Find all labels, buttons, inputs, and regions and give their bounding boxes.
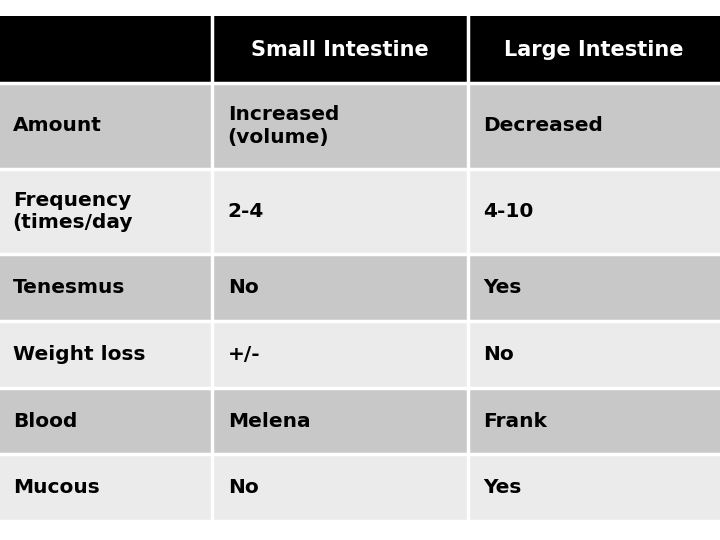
Text: Increased
(volume): Increased (volume) [228, 105, 339, 147]
Text: Melena: Melena [228, 411, 310, 430]
Bar [0, 388, 212, 455]
Text: 2-4: 2-4 [228, 202, 264, 221]
Bar [468, 16, 720, 83]
Bar [468, 168, 720, 254]
Text: Frequency
(times/day: Frequency (times/day [13, 191, 133, 232]
Bar [468, 254, 720, 321]
Text: No: No [483, 345, 514, 364]
Text: Amount: Amount [13, 116, 102, 135]
Bar [0, 254, 212, 321]
Bar [212, 455, 468, 521]
Text: Large Intestine: Large Intestine [504, 39, 684, 59]
Bar [212, 168, 468, 254]
Text: Frank: Frank [483, 411, 547, 430]
Text: Mucous: Mucous [13, 478, 99, 497]
Bar [468, 455, 720, 521]
Bar [0, 16, 212, 83]
Text: No: No [228, 278, 258, 298]
Bar [0, 321, 212, 388]
Bar [212, 321, 468, 388]
Text: Blood: Blood [13, 411, 77, 430]
Text: Decreased: Decreased [483, 116, 603, 135]
Bar [212, 388, 468, 455]
Text: 4-10: 4-10 [483, 202, 534, 221]
Bar [0, 83, 212, 168]
Bar [468, 388, 720, 455]
Bar [468, 321, 720, 388]
Bar [468, 83, 720, 168]
Bar [212, 16, 468, 83]
Bar [0, 455, 212, 521]
Bar [0, 168, 212, 254]
Text: Small Intestine: Small Intestine [251, 39, 429, 59]
Bar [212, 83, 468, 168]
Text: Yes: Yes [483, 478, 521, 497]
Text: Weight loss: Weight loss [13, 345, 145, 364]
Bar [212, 254, 468, 321]
Text: No: No [228, 478, 258, 497]
Text: Tenesmus: Tenesmus [13, 278, 125, 298]
Text: Yes: Yes [483, 278, 521, 298]
Text: +/-: +/- [228, 345, 261, 364]
